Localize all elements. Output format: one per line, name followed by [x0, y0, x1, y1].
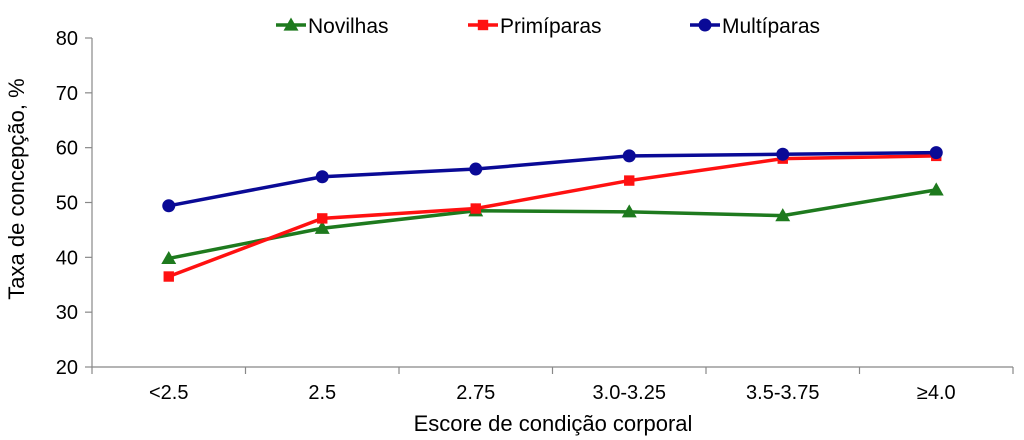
- series-line: [168, 154, 937, 279]
- series-multíparas: [162, 146, 943, 213]
- y-tick-label: 40: [56, 247, 78, 269]
- legend-item: Novilhas: [276, 15, 389, 38]
- data-point-triangle: [314, 220, 330, 234]
- data-point-circle: [315, 170, 329, 184]
- data-point-triangle: [621, 204, 637, 218]
- y-tick-label: 60: [56, 138, 78, 160]
- y-tick-label: 20: [56, 357, 78, 379]
- x-tick-label: ≥4.0: [917, 382, 956, 404]
- data-point-circle: [929, 146, 943, 160]
- legend: Novilhas Primíparas Multíparas: [276, 15, 820, 38]
- axes: 20 30 40 50 60 70 80 <2.5 2.5 2.75 3.0-3.25 3.5-3.…: [56, 28, 1014, 404]
- x-tick-label: 2.75: [456, 382, 495, 404]
- y-ticks: 20 30 40 50 60 70 80: [56, 28, 92, 379]
- series-line: [168, 188, 937, 261]
- data-point-square: [163, 271, 174, 282]
- y-tick-label: 70: [56, 83, 78, 105]
- series-layer: [161, 146, 944, 282]
- legend-label: Multíparas: [722, 15, 820, 38]
- data-point-square: [624, 175, 635, 186]
- y-tick-label: 30: [56, 302, 78, 324]
- data-point-circle: [698, 18, 712, 32]
- data-point-triangle: [161, 250, 177, 265]
- data-point-triangle: [775, 208, 791, 222]
- x-ticks: <2.5 2.5 2.75 3.0-3.25 3.5-3.75 ≥4.0: [91, 367, 1014, 404]
- legend-label: Novilhas: [308, 15, 389, 38]
- legend-item: Primíparas: [468, 15, 602, 38]
- data-point-square: [317, 213, 328, 224]
- x-axis-title: Escore de condição corporal: [414, 411, 693, 436]
- data-point-triangle: [928, 182, 944, 196]
- data-point-circle: [622, 149, 636, 163]
- series-line: [168, 150, 937, 208]
- data-point-square: [477, 19, 489, 31]
- x-tick-label: 3.5-3.75: [746, 382, 819, 404]
- x-tick-label: <2.5: [149, 382, 188, 404]
- data-point-circle: [776, 147, 790, 161]
- data-point-circle: [469, 162, 483, 176]
- y-tick-label: 50: [56, 193, 78, 215]
- data-point-square: [470, 203, 481, 214]
- y-axis-title: Taxa de concepção, %: [4, 78, 29, 299]
- series-primíparas: [163, 150, 942, 282]
- legend-item: Multíparas: [690, 15, 820, 38]
- legend-label: Primíparas: [500, 15, 602, 38]
- data-point-triangle: [283, 17, 299, 31]
- x-tick-label: 2.5: [308, 382, 336, 404]
- data-point-circle: [162, 199, 176, 213]
- x-tick-label: 3.0-3.25: [593, 382, 666, 404]
- y-tick-label: 80: [56, 28, 78, 50]
